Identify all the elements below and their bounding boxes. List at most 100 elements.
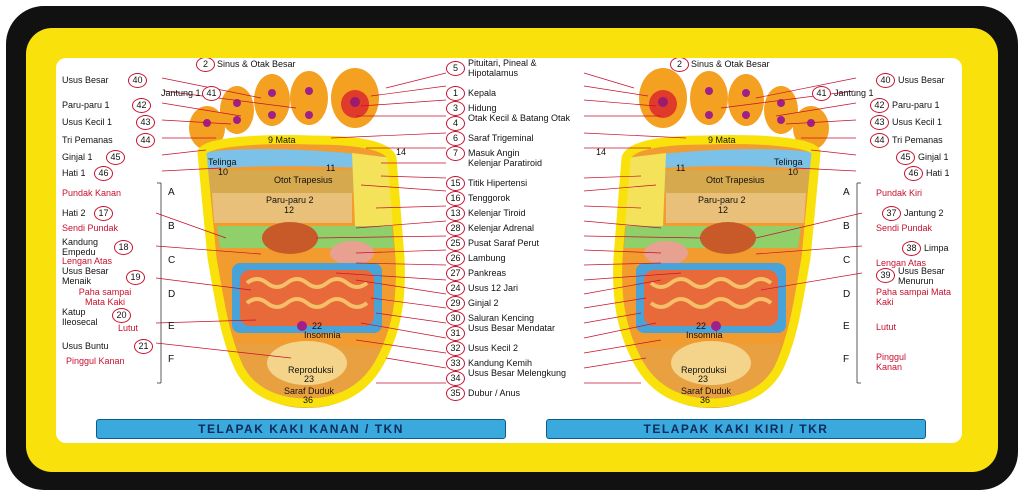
- label-usus-besar-l: Usus Besar: [62, 75, 109, 85]
- num-46-l: 46: [94, 166, 113, 181]
- zone-d-right: D: [843, 289, 851, 300]
- center-number-badge: 31: [446, 326, 465, 341]
- num-37: 37: [882, 206, 901, 221]
- center-label-row: 31 Usus Besar Mendatar: [446, 323, 584, 341]
- center-number-badge: 6: [446, 131, 465, 146]
- num-42-l: 42: [132, 98, 151, 113]
- center-label-row: 15 Titik Hipertensi: [446, 176, 584, 191]
- diagram-panel: A B C D E F A B C D E F 2 Sinus & Otak B…: [56, 58, 962, 443]
- label-usus-besar-menaik: Usus Besar Menaik: [62, 266, 109, 286]
- label-sendi-pundak-r: Sendi Pundak: [876, 223, 933, 233]
- center-label-text: Kandung Kemih: [468, 358, 533, 368]
- zone-c-right: C: [843, 255, 851, 266]
- label-tripemanas-l: Tri Pemanas: [62, 135, 113, 145]
- center-number-badge: 33: [446, 356, 465, 371]
- center-number-badge: 24: [446, 281, 465, 296]
- label-jantung1-r: Jantung 1: [834, 88, 874, 98]
- label-lutut-l: Lutut: [118, 323, 139, 333]
- num-17: 17: [94, 206, 113, 221]
- label-lengan-atas-l: Lengan Atas: [62, 256, 113, 266]
- n14-r: 14: [596, 147, 607, 157]
- repro-label-l: Reproduksi: [288, 365, 334, 375]
- telinga-label-l: Telinga: [208, 157, 237, 167]
- num-40-l: 40: [128, 73, 147, 88]
- center-number-badge: 26: [446, 251, 465, 266]
- center-number-badge: 7: [446, 146, 465, 161]
- label-sendi-pundak-l: Sendi Pundak: [62, 223, 119, 233]
- label-pundak-kiri: Pundak Kiri: [876, 188, 923, 198]
- num-44-l: 44: [136, 133, 155, 148]
- saraf-num-r: 36: [700, 395, 711, 405]
- num-46-r: 46: [904, 166, 923, 181]
- zone-b-left: B: [168, 221, 175, 232]
- center-label-row: Kelenjar Paratiroid: [446, 158, 584, 175]
- center-number-badge: 25: [446, 236, 465, 251]
- center-label-text: Saraf Trigeminal: [468, 133, 534, 143]
- saraf-num-l: 36: [303, 395, 314, 405]
- center-label-text: Ginjal 2: [468, 298, 499, 308]
- label-katup: Katup Ileosecal: [62, 307, 98, 327]
- center-number-badge: 29: [446, 296, 465, 311]
- center-label-text: Kelenjar Adrenal: [468, 223, 535, 233]
- center-label-row: 25 Pusat Saraf Perut: [446, 236, 584, 251]
- zone-e-left: E: [168, 321, 175, 332]
- label-paha-r: Paha sampai Mata Kaki: [876, 287, 952, 307]
- repro-label-r: Reproduksi: [681, 365, 727, 375]
- label-jantung1-l: Jantung 1: [161, 88, 201, 98]
- num-2-left: 2: [196, 58, 215, 72]
- center-number-badge: 13: [446, 206, 465, 221]
- center-label-text: Usus Besar Mendatar: [468, 323, 556, 333]
- center-number-badge: 35: [446, 386, 465, 401]
- num-2-right: 2: [670, 58, 689, 72]
- zone-a-right: A: [843, 187, 850, 198]
- num-44-r: 44: [870, 133, 889, 148]
- num-45-l: 45: [106, 150, 125, 165]
- mata-label-l: 9 Mata: [268, 135, 296, 145]
- label-lutut-r: Lutut: [876, 322, 897, 332]
- label-lengan-atas-r: Lengan Atas: [876, 258, 927, 268]
- zone-f-right: F: [843, 354, 850, 365]
- otot-label-l: Otot Trapesius: [274, 175, 333, 185]
- center-number-badge: 1: [446, 86, 465, 101]
- telinga-num-l: 10: [218, 167, 229, 177]
- center-label-row: 34 Usus Besar Melengkung: [446, 368, 584, 386]
- label-pinggul-kanan-l: Pinggul Kanan: [66, 356, 125, 366]
- n11-l: 11: [326, 163, 336, 173]
- center-label-text: Pusat Saraf Perut: [468, 238, 540, 248]
- center-number-badge: 30: [446, 311, 465, 326]
- center-label-text: Kelenjar Tiroid: [468, 208, 526, 218]
- paru-label-r: Paru-paru 2: [698, 195, 746, 205]
- label-paha-l: Paha sampai Mata Kaki: [78, 287, 132, 307]
- paru-label-l: Paru-paru 2: [266, 195, 314, 205]
- leher-label-r: 8 Leher: [610, 135, 641, 145]
- center-label-row: 35 Dubur / Anus: [446, 386, 584, 401]
- center-number-badge: 32: [446, 341, 465, 356]
- num-40-r: 40: [876, 73, 895, 88]
- label-hati1-l: Hati 1: [62, 168, 86, 178]
- zone-e-right: E: [843, 321, 850, 332]
- center-label-row: 5 Pituitari, Pineal & Hipotalamus: [446, 58, 584, 78]
- center-label-row: 28 Kelenjar Adrenal: [446, 221, 584, 236]
- num-43-l: 43: [136, 115, 155, 130]
- center-label-text: Lambung: [468, 253, 506, 263]
- saraf-label-l: Saraf Duduk: [284, 386, 335, 396]
- center-number-badge: 27: [446, 266, 465, 281]
- center-label-text: Kepala: [468, 88, 497, 98]
- center-label-row: 3 Hidung: [446, 101, 584, 116]
- center-number-badge: 34: [446, 371, 465, 386]
- label-pinggul-kanan-r: Pinggul Kanan: [876, 352, 907, 372]
- center-label-text: Usus Besar Melengkung: [468, 368, 567, 378]
- center-label-row: 24 Usus 12 Jari: [446, 281, 584, 296]
- label-limpa: Limpa: [924, 243, 949, 253]
- n11-r: 11: [676, 163, 686, 173]
- caption-left-sole: TELAPAK KAKI KIRI / TKR: [546, 419, 926, 439]
- num-38: 38: [902, 241, 921, 256]
- center-label-row: 30 Saluran Kencing: [446, 311, 584, 326]
- center-number-badge: 5: [446, 61, 465, 76]
- center-label-text: Dubur / Anus: [468, 388, 521, 398]
- center-label-text: Titik Hipertensi: [468, 178, 528, 188]
- center-label-text: Otak Kecil & Batang Otak: [468, 113, 571, 123]
- label-paru1-l: Paru-paru 1: [62, 100, 110, 110]
- repro-num-r: 23: [698, 374, 709, 384]
- mata-label-r: 9 Mata: [708, 135, 736, 145]
